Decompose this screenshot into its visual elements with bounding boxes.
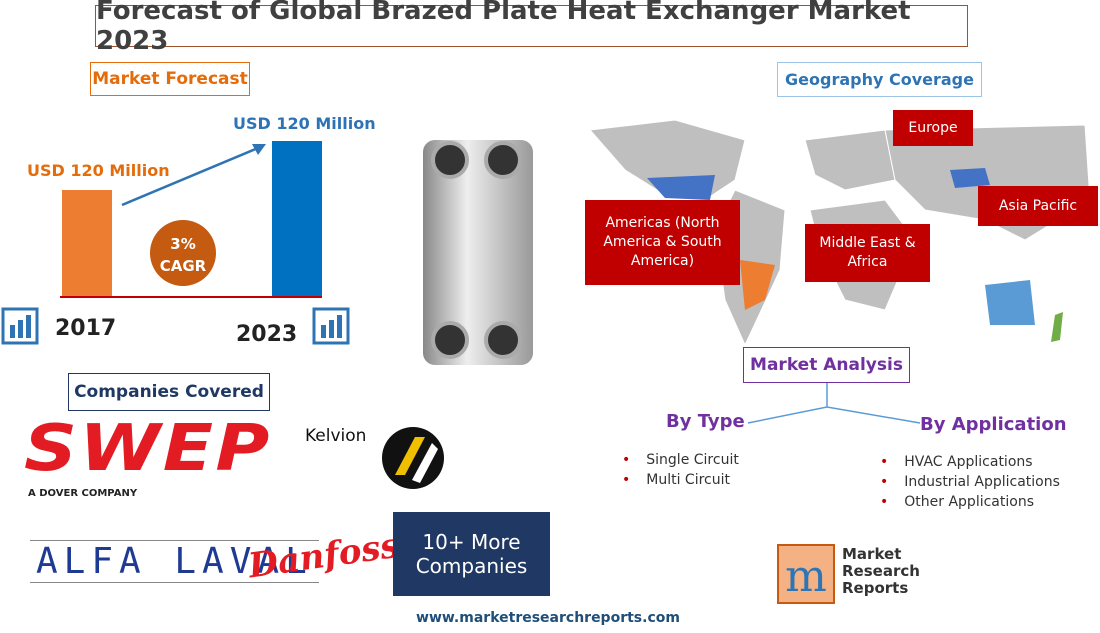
cagr-value: 3% <box>170 235 196 253</box>
by-application-heading: By Application <box>920 414 1067 435</box>
logo-danfoss: Danfoss <box>245 525 402 587</box>
footer-url: www.marketresearchreports.com <box>416 610 680 626</box>
kelvion-mark <box>382 427 444 489</box>
item-text: Single Circuit <box>646 452 739 468</box>
logo-swep: SWEP <box>24 412 272 486</box>
forecast-heading: Market Forecast <box>90 62 250 96</box>
brand-line: Reports <box>842 579 909 597</box>
cagr-label: CAGR <box>159 257 207 275</box>
by-application-list: HVAC Applications Industrial Application… <box>880 454 1060 514</box>
item-text: HVAC Applications <box>904 454 1033 470</box>
brand-line: Research <box>842 562 920 580</box>
analysis-heading: Market Analysis <box>743 347 910 383</box>
geography-heading: Geography Coverage <box>777 62 982 97</box>
list-item: Multi Circuit <box>622 472 739 488</box>
brand-line: Market <box>842 545 902 563</box>
item-text: Multi Circuit <box>646 472 730 488</box>
cagr: 3% CAGR <box>150 233 216 277</box>
region-label: Asia Pacific <box>978 186 1098 226</box>
item-text: Industrial Applications <box>904 474 1060 490</box>
by-type-list: Single Circuit Multi Circuit <box>622 452 739 492</box>
list-item: HVAC Applications <box>880 454 1060 470</box>
by-type-heading: By Type <box>666 411 745 432</box>
list-item: Single Circuit <box>622 452 739 468</box>
region-label: Middle East & Africa <box>805 224 930 282</box>
item-text: Other Applications <box>904 494 1034 510</box>
year-end: 2023 <box>236 322 298 347</box>
forecast-graphic <box>1 141 350 345</box>
region-label: Americas (North America & South America) <box>585 200 740 285</box>
brand-name: Market Research Reports <box>842 546 920 597</box>
logo-dover: A DOVER COMPANY <box>28 488 138 499</box>
svg-text:m: m <box>785 551 827 602</box>
companies-heading: Companies Covered <box>68 373 270 411</box>
value-start: USD 120 Million <box>27 161 170 180</box>
list-item: Industrial Applications <box>880 474 1060 490</box>
brand-icon: m <box>777 544 835 604</box>
year-start: 2017 <box>55 316 117 341</box>
value-end: USD 120 Million <box>233 114 376 133</box>
heat-exchanger-image <box>423 140 533 365</box>
list-item: Other Applications <box>880 494 1060 510</box>
logo-kelvion: Kelvion <box>305 426 367 446</box>
title: Forecast of Global Brazed Plate Heat Exc… <box>95 0 968 56</box>
analysis-connector <box>747 383 921 424</box>
more-companies: 10+ More Companies <box>393 512 550 596</box>
logo-alfa-laval: ALFA LAVAL <box>30 540 319 583</box>
region-label: Europe <box>893 110 973 146</box>
